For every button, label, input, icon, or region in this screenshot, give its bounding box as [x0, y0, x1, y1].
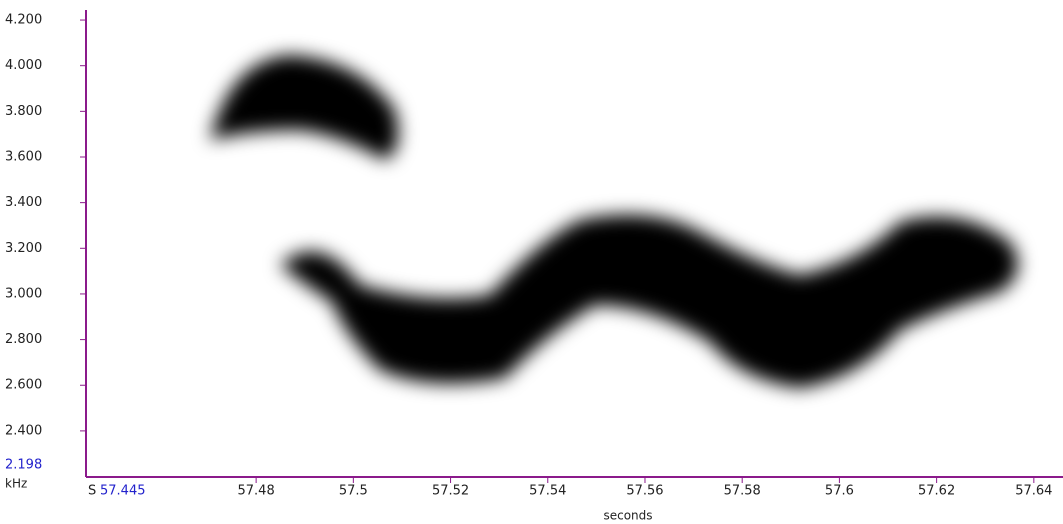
- energy-blob: [280, 214, 1018, 388]
- x-tick-label: 57.6: [825, 484, 854, 499]
- y-start-label: 2.198: [5, 458, 42, 473]
- y-tick-label: 3.000: [5, 286, 42, 301]
- spectrogram-energy: [210, 55, 1018, 388]
- y-tick-label: 4.200: [5, 13, 42, 28]
- x-start-label: 57.445: [100, 484, 146, 499]
- y-tick-label: 3.800: [5, 104, 42, 119]
- y-tick-label: 2.800: [5, 332, 42, 347]
- y-tick-label: 4.000: [5, 58, 42, 73]
- y-tick-label: 3.600: [5, 149, 42, 164]
- y-tick-label: 3.200: [5, 241, 42, 256]
- y-tick-label: 2.400: [5, 423, 42, 438]
- energy-blob: [210, 55, 399, 160]
- x-tick-label: 57.64: [1015, 484, 1052, 499]
- y-tick-label: 3.400: [5, 195, 42, 210]
- x-tick-label: 57.58: [724, 484, 761, 499]
- x-tick-label: 57.48: [238, 484, 275, 499]
- x-axis-label: seconds: [603, 509, 652, 523]
- x-tick-label: 57.62: [918, 484, 955, 499]
- x-tick-label: 57.54: [529, 484, 566, 499]
- x-prefix: S: [88, 484, 96, 499]
- y-axis-label: kHz: [5, 477, 27, 491]
- x-tick-label: 57.52: [432, 484, 469, 499]
- y-tick-label: 2.600: [5, 378, 42, 393]
- x-tick-label: 57.5: [339, 484, 368, 499]
- x-tick-label: 57.56: [626, 484, 663, 499]
